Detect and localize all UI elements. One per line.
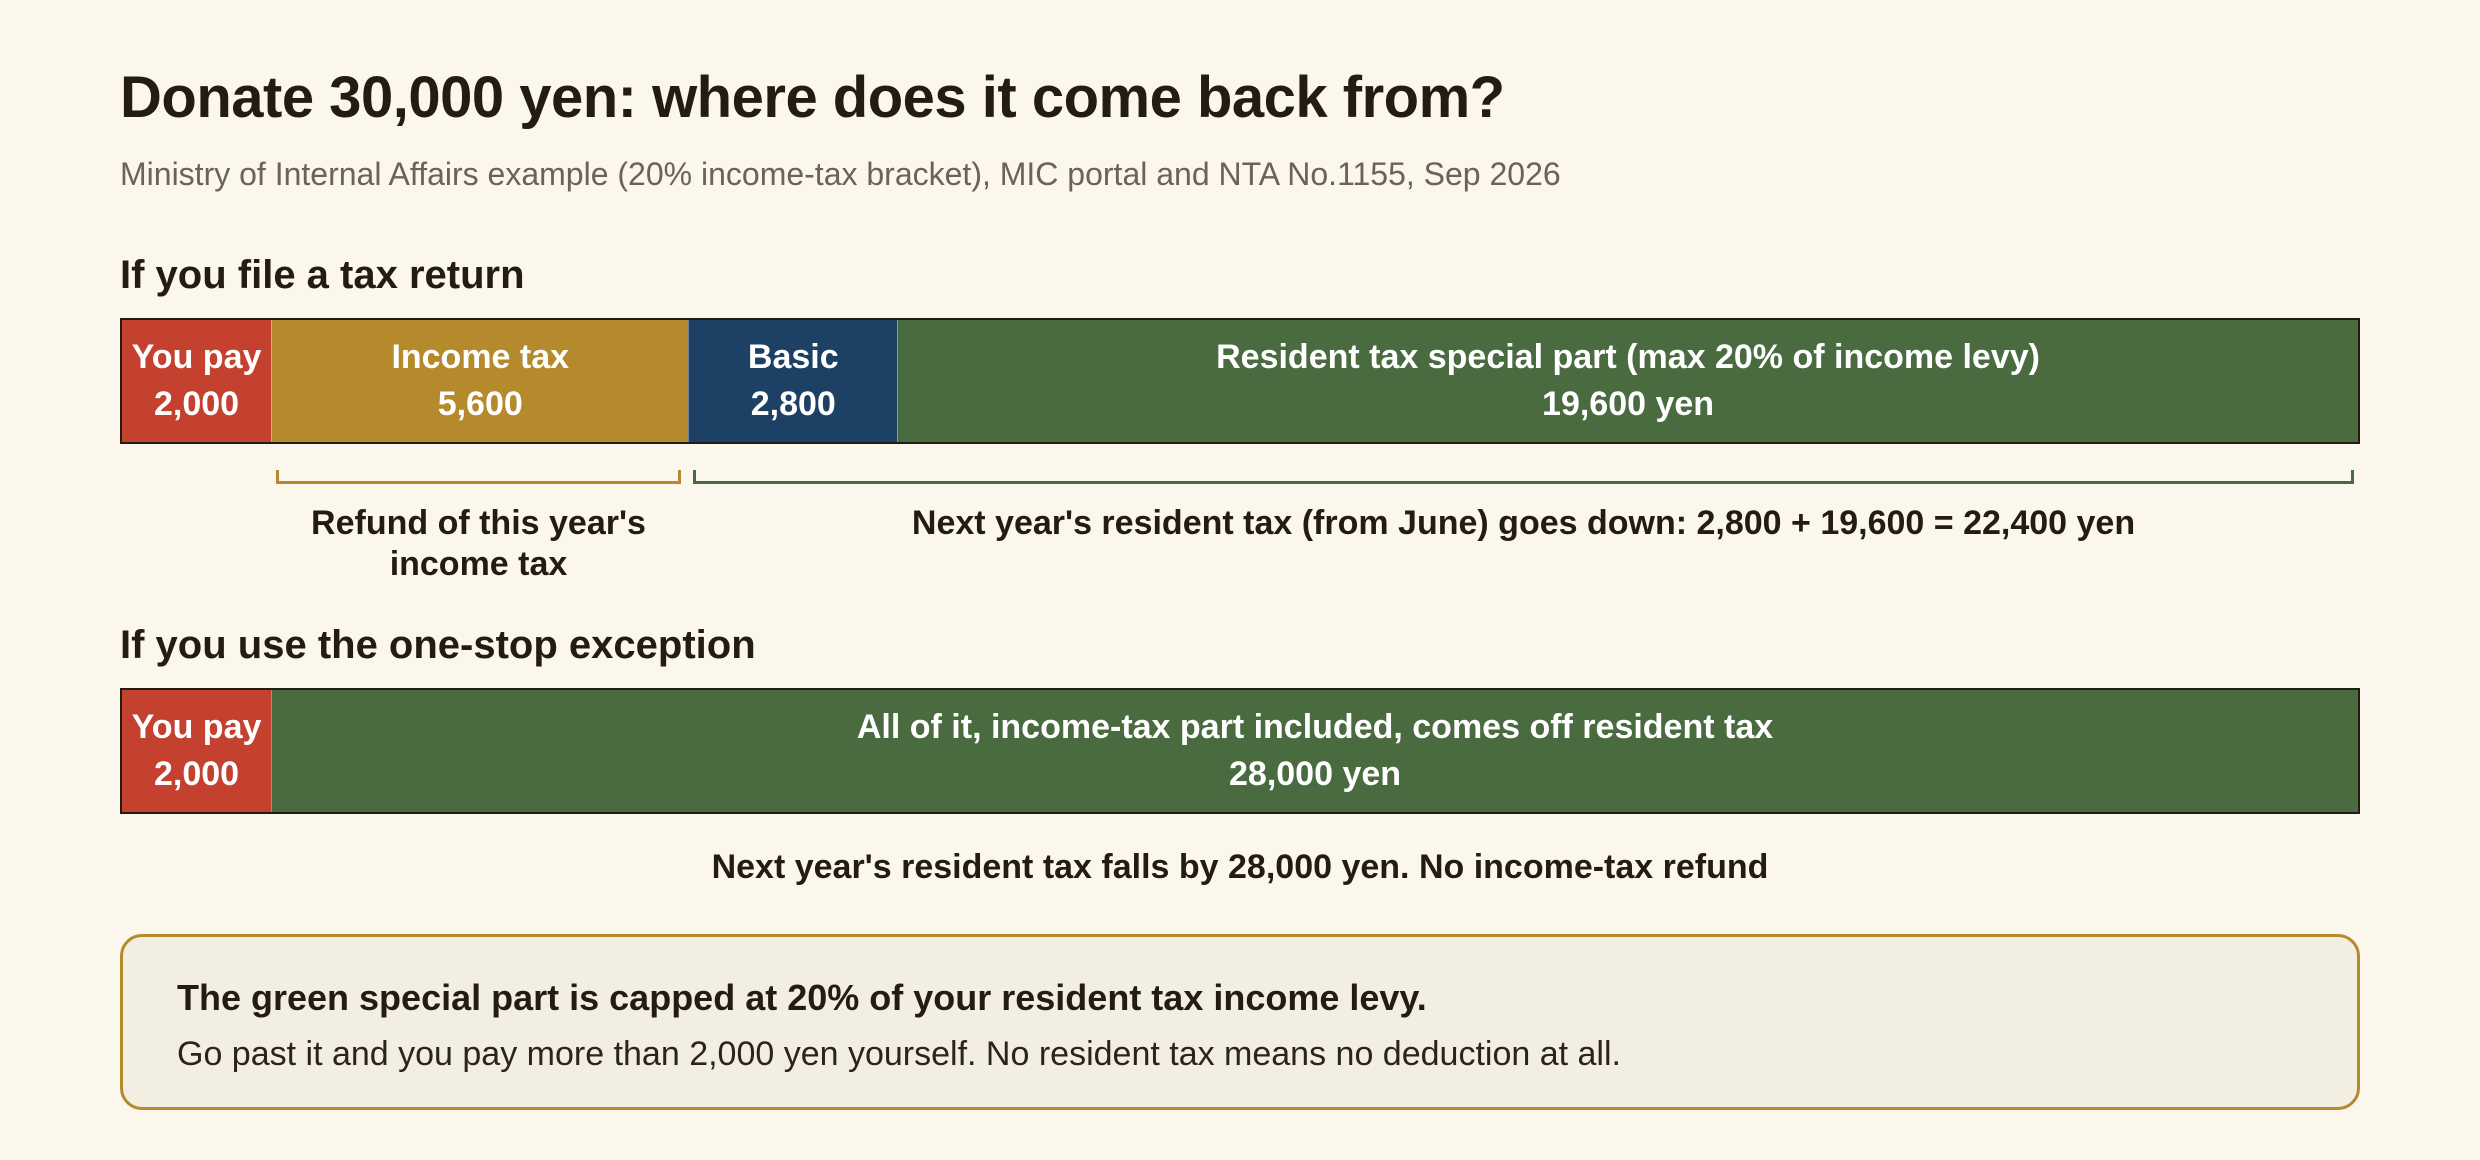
segment-label: Basic <box>747 338 839 376</box>
resident-tax-note: Next year's resident tax (from June) goe… <box>911 504 2136 542</box>
callout-body: Go past it and you pay more than 2,000 y… <box>177 1035 1621 1073</box>
refund-note: Refund of this year's income tax <box>311 504 646 583</box>
filing-bar: You pay 2,000 Income tax 5,600 Basic 2,8… <box>120 318 2360 444</box>
filing-segment-basic: Basic 2,800 <box>688 320 898 442</box>
onestop-note: Next year's resident tax falls by 28,000… <box>711 848 1769 886</box>
segment-label: Resident tax special part (max 20% of in… <box>1216 338 2040 376</box>
cap-callout: The green special part is capped at 20% … <box>120 934 2360 1110</box>
callout-headline: The green special part is capped at 20% … <box>177 977 1427 1018</box>
filing-heading: If you file a tax return <box>120 253 525 297</box>
onestop-segment-you-pay: You pay 2,000 <box>122 690 272 812</box>
segment-value: 28,000 yen <box>1229 755 1402 793</box>
segment-value: 2,000 <box>153 385 240 423</box>
segment-label: You pay <box>131 338 262 376</box>
refund-bracket <box>276 470 681 484</box>
filing-segment-income-tax: Income tax 5,600 <box>271 320 689 442</box>
segment-label: You pay <box>131 708 262 746</box>
segment-value: 5,600 <box>437 385 523 423</box>
onestop-segment-resident-tax: All of it, income-tax part included, com… <box>271 690 2358 812</box>
page-subtitle: Ministry of Internal Affairs example (20… <box>120 156 1561 192</box>
filing-segment-resident-special: Resident tax special part (max 20% of in… <box>897 320 2358 442</box>
onestop-bar: You pay 2,000 All of it, income-tax part… <box>120 688 2360 814</box>
resident-tax-bracket <box>693 470 2354 484</box>
filing-segment-you-pay: You pay 2,000 <box>122 320 272 442</box>
segment-value: 2,800 <box>750 385 836 423</box>
segment-value: 2,000 <box>153 755 240 793</box>
page-title: Donate 30,000 yen: where does it come ba… <box>120 65 1505 130</box>
segment-value: 19,600 yen <box>1542 385 1715 423</box>
segment-label: All of it, income-tax part included, com… <box>856 708 1774 746</box>
onestop-heading: If you use the one-stop exception <box>120 623 756 667</box>
segment-label: Income tax <box>391 338 570 376</box>
